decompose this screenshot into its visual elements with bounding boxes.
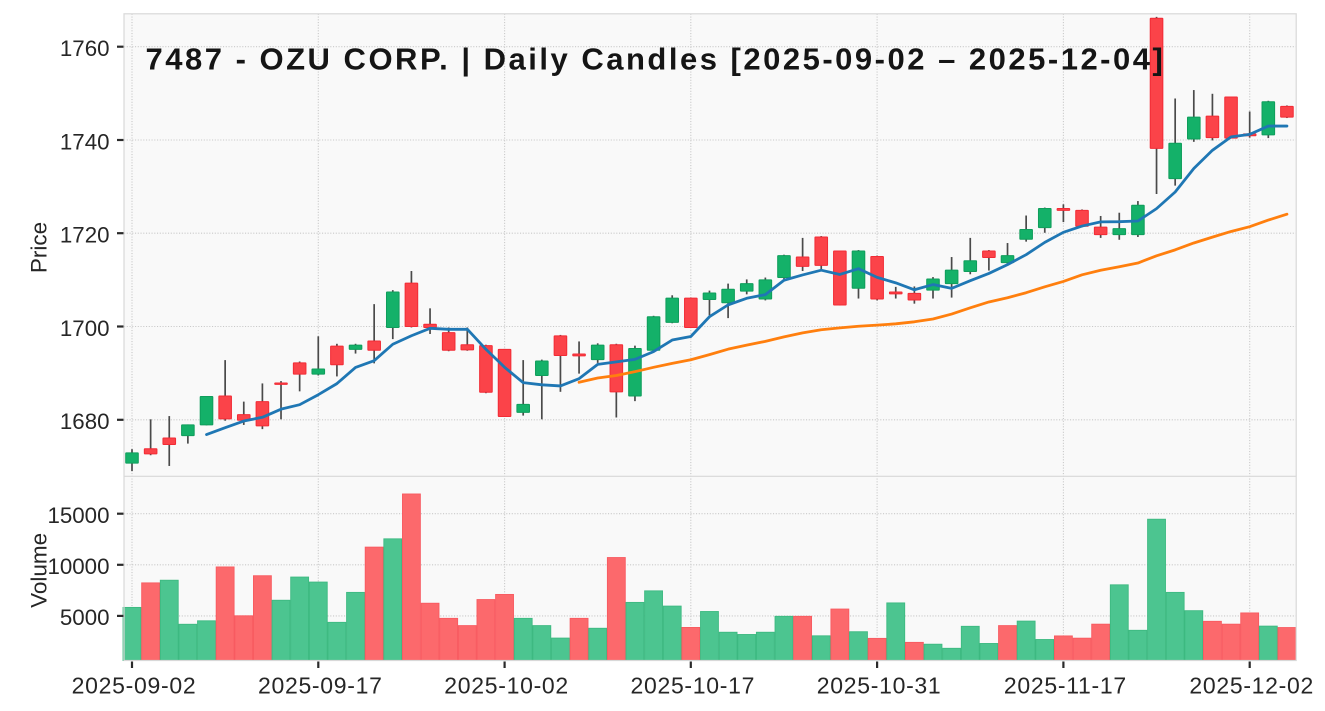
svg-text:2025-10-31: 2025-10-31	[817, 672, 942, 698]
svg-text:10000: 10000	[47, 554, 109, 579]
svg-text:7487 - OZU CORP. | Daily Candl: 7487 - OZU CORP. | Daily Candles [2025-0…	[146, 41, 1166, 76]
svg-text:2025-12-02: 2025-12-02	[1189, 672, 1314, 698]
svg-text:1760: 1760	[60, 36, 110, 61]
svg-text:2025-09-02: 2025-09-02	[72, 672, 197, 698]
svg-text:Volume: Volume	[27, 533, 52, 608]
svg-text:Price: Price	[27, 222, 52, 273]
svg-text:2025-10-17: 2025-10-17	[630, 672, 755, 698]
svg-text:1680: 1680	[60, 409, 110, 434]
svg-text:1740: 1740	[60, 129, 110, 154]
svg-text:5000: 5000	[60, 605, 110, 630]
svg-text:2025-11-17: 2025-11-17	[1004, 672, 1127, 698]
svg-text:15000: 15000	[47, 503, 109, 528]
svg-text:2025-09-17: 2025-09-17	[258, 672, 383, 698]
svg-text:1720: 1720	[60, 223, 110, 248]
svg-text:2025-10-02: 2025-10-02	[444, 672, 569, 698]
svg-text:1700: 1700	[60, 316, 110, 341]
